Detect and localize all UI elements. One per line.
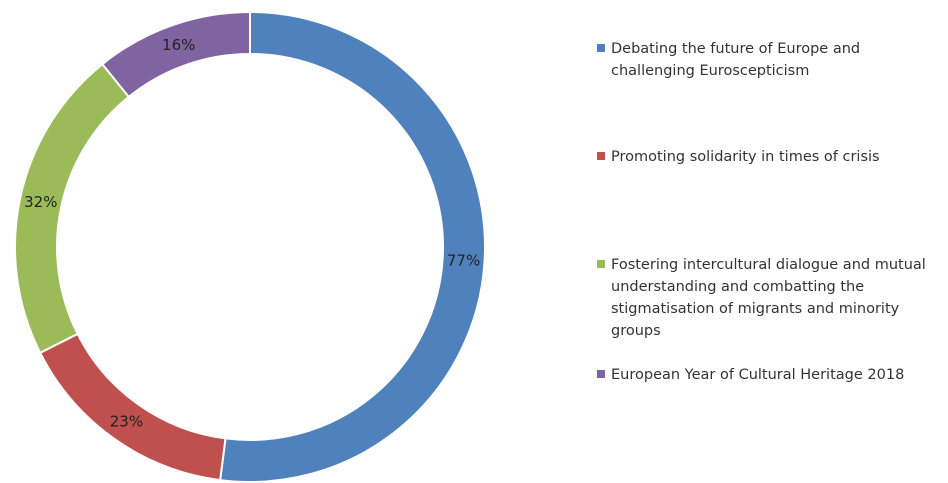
legend-label: Promoting solidarity in times of crisis [611, 149, 880, 165]
legend-swatch-purple [597, 370, 605, 378]
legend-item-promoting-solidarity: Promoting solidarity in times of crisis [597, 146, 947, 168]
legend-item-fostering-dialogue: Fostering intercultural dialogue and mut… [597, 254, 947, 342]
legend-swatch-green [597, 260, 605, 268]
slice-debating-future-label: 77% [447, 252, 480, 270]
slice-fostering-dialogue-label: 32% [24, 193, 57, 211]
legend-swatch-blue [597, 44, 605, 52]
legend-label: Fostering intercultural dialogue and mut… [611, 257, 926, 339]
slice-debating-future [219, 10, 486, 483]
slice-cultural-heritage [100, 10, 251, 99]
legend-item-debating-future: Debating the future of Europe and challe… [597, 38, 947, 82]
legend-item-cultural-heritage: European Year of Cultural Heritage 2018 [597, 364, 947, 386]
legend-label: European Year of Cultural Heritage 2018 [611, 367, 905, 383]
slice-cultural-heritage-label: 16% [162, 36, 195, 54]
legend-label: Debating the future of Europe and challe… [611, 41, 861, 79]
legend-swatch-red [597, 152, 605, 160]
slice-promoting-solidarity-label: 23% [110, 413, 143, 431]
donut-svg: 77% 23% 32% 16% [14, 10, 486, 483]
slice-promoting-solidarity [38, 332, 227, 482]
